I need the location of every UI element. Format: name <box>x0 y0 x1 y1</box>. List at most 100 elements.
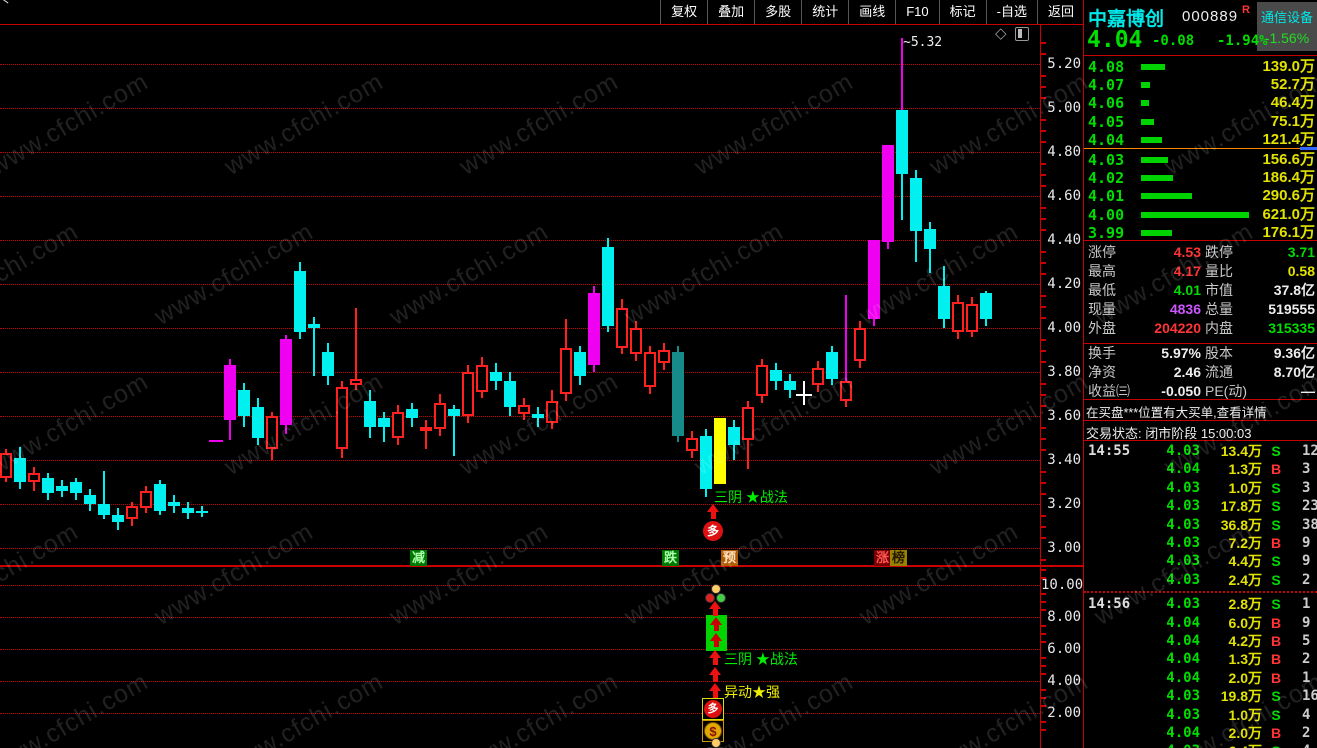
order-price: 4.08 <box>1088 58 1125 76</box>
stat-value: 4.53 <box>1173 244 1201 260</box>
section-divider <box>1084 343 1317 344</box>
toolbar-item[interactable]: 画线 <box>848 0 895 24</box>
tick-row[interactable]: 4.03 19.8万 S 16 <box>1084 687 1317 705</box>
toolbar-item[interactable]: 多股 <box>754 0 801 24</box>
tick-row[interactable]: 4.03 7.2万 B 9 <box>1084 534 1317 552</box>
axis-divider <box>1040 25 1041 748</box>
tick-flag: S <box>1271 516 1281 533</box>
tick-count: 4 <box>1302 706 1311 723</box>
sub-indicator-chart[interactable] <box>0 567 1040 748</box>
volume-bar <box>1141 157 1168 163</box>
tick-count: 1 <box>1302 669 1311 686</box>
stock-code: 000889 <box>1182 8 1239 25</box>
tick-volume: 36.8万 <box>1220 516 1262 533</box>
tick-price: 4.03 <box>1166 498 1200 515</box>
tick-flag: S <box>1271 688 1281 705</box>
toolbar-item[interactable]: 叠加 <box>707 0 754 24</box>
tick-row[interactable]: 4.04 2.0万 B 2 <box>1084 724 1317 742</box>
order-price: 4.07 <box>1088 76 1125 95</box>
main-candlestick-chart[interactable] <box>0 25 1040 565</box>
tick-count: 16 <box>1302 688 1317 705</box>
price-axis-label: 4.60 <box>1047 188 1081 204</box>
stat-row: 换手 5.97% 股本 9.36亿 <box>1084 344 1317 363</box>
bid-row[interactable]: 4.02 186.4万 <box>1084 169 1317 187</box>
stat-value: 4.17 <box>1173 263 1201 279</box>
ask-row[interactable]: 4.04 121.4万 <box>1084 131 1317 149</box>
bull-badge-boxed[interactable]: 多 <box>702 698 724 720</box>
tick-flag: B <box>1270 535 1282 551</box>
money-bag-boxed[interactable]: $ <box>702 720 724 742</box>
bid-ask-divider-accent <box>1300 147 1317 150</box>
page-layout-icon[interactable] <box>1014 26 1029 41</box>
trade-status-value: 闭市阶段 15:00:03 <box>1145 426 1252 441</box>
ask-row[interactable]: 4.08 139.0万 <box>1084 58 1317 76</box>
tick-row[interactable]: 14:56 4.03 2.8万 S 1 <box>1084 595 1317 613</box>
tick-row[interactable]: 4.04 1.3万 B 3 <box>1084 460 1317 478</box>
tick-count: 23 <box>1302 498 1317 515</box>
tick-row[interactable]: 4.03 1.0万 S 3 <box>1084 479 1317 497</box>
toolbar-item[interactable]: 标记 <box>938 0 986 24</box>
tick-row[interactable]: 4.04 4.2万 B 5 <box>1084 632 1317 650</box>
tick-volume: 17.8万 <box>1220 498 1262 515</box>
section-divider <box>1084 420 1317 421</box>
ask-row[interactable]: 4.07 52.7万 <box>1084 76 1317 94</box>
stat-value: 519555 <box>1268 301 1315 317</box>
bull-badge-icon[interactable]: 多 <box>703 521 723 541</box>
toolbar-item[interactable]: 返回 <box>1036 0 1084 24</box>
tick-row[interactable]: 4.03 2.4万 S 2 <box>1084 571 1317 589</box>
tick-row[interactable]: 14:55 4.03 13.4万 S 12 <box>1084 442 1317 460</box>
order-volume: 290.6万 <box>1262 187 1315 205</box>
tick-price: 4.03 <box>1166 596 1200 613</box>
toolbar-item[interactable]: F10 <box>895 0 938 24</box>
tick-row[interactable]: 4.03 17.8万 S 23 <box>1084 497 1317 515</box>
order-volume: 156.6万 <box>1262 151 1315 168</box>
big-order-alert[interactable]: 在买盘***位置有大买单,查看详情 <box>1086 406 1267 420</box>
page-icon-fill <box>1017 28 1022 38</box>
tick-count: 1 <box>1302 596 1311 613</box>
stat-value: — <box>1301 383 1315 399</box>
stat-label: 收益㈢ <box>1088 383 1130 399</box>
tick-volume: 19.8万 <box>1220 688 1262 705</box>
panel-divider <box>0 565 1084 567</box>
toolbar-item[interactable]: 复权 <box>660 0 707 24</box>
bid-row[interactable]: 4.03 156.6万 <box>1084 151 1317 169</box>
tick-row[interactable]: 4.03 1.0万 S 4 <box>1084 706 1317 724</box>
up-arrow-icon <box>709 667 721 683</box>
tick-row[interactable]: 4.04 1.3万 B 2 <box>1084 650 1317 668</box>
stat-label: 最高 <box>1088 263 1116 279</box>
tick-price: 4.03 <box>1166 535 1200 551</box>
quote-panel: 中嘉博创 000889 R 通信设备 -1.56% 4.04 -0.08 -1.… <box>1084 0 1317 748</box>
signal-label-sub2: 异动★强 <box>724 684 780 700</box>
tick-flag: S <box>1271 443 1281 459</box>
tick-row[interactable]: 4.04 6.0万 B 9 <box>1084 614 1317 632</box>
tick-row[interactable]: 4.036.4万 S 4 <box>1084 742 1317 748</box>
ask-row[interactable]: 4.06 46.4万 <box>1084 94 1317 112</box>
stat-value: -0.050 <box>1161 383 1201 399</box>
tick-row[interactable]: 4.03 4.4万 S 9 <box>1084 552 1317 570</box>
tick-count: 9 <box>1302 535 1311 551</box>
tick-volume: 13.4万 <box>1220 443 1262 459</box>
sub-axis-label: 4.00 <box>1047 673 1081 689</box>
bid-row[interactable]: 3.99 176.1万 <box>1084 224 1317 242</box>
tick-flag: S <box>1271 553 1281 570</box>
diamond-marker-icon[interactable]: ◇ <box>995 25 1007 42</box>
bid-row[interactable]: 4.01 290.6万 <box>1084 187 1317 205</box>
order-price: 4.06 <box>1088 94 1125 113</box>
tick-price: 4.03 <box>1166 706 1200 723</box>
sector-box[interactable]: 通信设备 -1.56% <box>1257 2 1317 51</box>
bid-row[interactable]: 4.00 621.0万 <box>1084 206 1317 224</box>
stat-row: 最低 4.01 市值 37.8亿 <box>1084 281 1317 300</box>
toolbar-item[interactable]: -自选 <box>985 0 1037 24</box>
toolbar-item[interactable]: 统计 <box>801 0 848 24</box>
tick-count: 3 <box>1302 461 1311 478</box>
trade-status: 交易状态: 闭市阶段 15:00:03 <box>1086 423 1317 442</box>
tick-count: 2 <box>1302 725 1311 741</box>
tick-row[interactable]: 4.03 36.8万 S 38 <box>1084 516 1317 534</box>
order-volume: 75.1万 <box>1270 112 1315 130</box>
up-arrow-icon <box>709 650 721 666</box>
sector-change: -1.56% <box>1264 30 1310 46</box>
tick-row[interactable]: 4.04 2.0万 B 1 <box>1084 669 1317 687</box>
tick-count: 38 <box>1302 516 1317 533</box>
ask-row[interactable]: 4.05 75.1万 <box>1084 113 1317 131</box>
bid-ask-divider <box>1084 148 1300 149</box>
